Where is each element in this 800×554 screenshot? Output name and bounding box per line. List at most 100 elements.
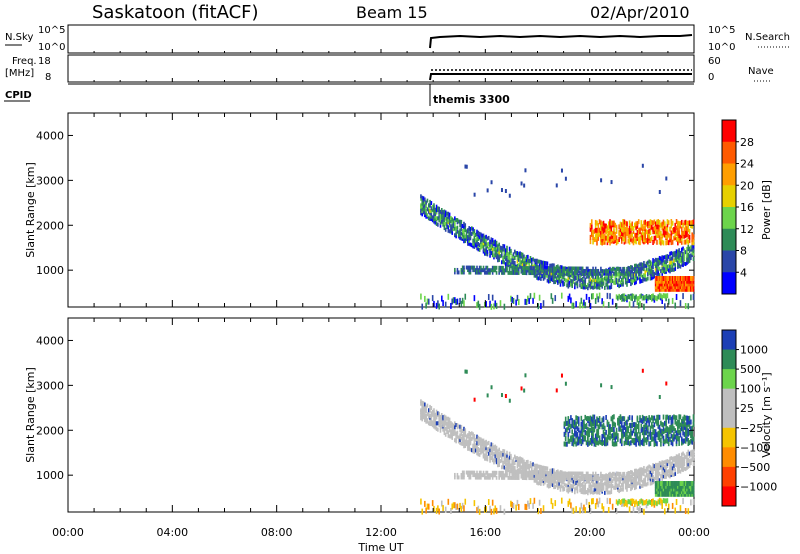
- power-cell: [590, 271, 593, 276]
- velocity-cell: [596, 479, 598, 484]
- velocity-cell: [613, 426, 615, 432]
- velocity-cell: [593, 422, 596, 428]
- power-cell: [667, 276, 670, 282]
- power-cell: [692, 278, 695, 284]
- velocity-cell: [619, 488, 622, 493]
- velocity-cell: [609, 476, 611, 481]
- power-cell: [560, 268, 563, 273]
- power-cell: [669, 237, 671, 243]
- velocity-cell: [656, 489, 658, 495]
- velocity-cell: [624, 432, 627, 438]
- velocity-cell: [667, 491, 670, 497]
- velocity-cell: [490, 508, 493, 515]
- velocity-cell: [597, 424, 600, 430]
- power-cell: [611, 274, 614, 279]
- velocity-cell: [662, 426, 665, 432]
- velocity-cell: [568, 485, 571, 490]
- velocity-cell: [589, 427, 592, 433]
- power-cell: [620, 231, 623, 237]
- power-cell: [679, 278, 682, 284]
- velocity-cell: [650, 422, 653, 428]
- power-colorbar-label: Power [dB]: [760, 180, 773, 240]
- velocity-cell: [648, 464, 650, 469]
- velocity-cell: [626, 426, 628, 432]
- velocity-cell: [583, 487, 585, 492]
- velocity-cell: [421, 409, 424, 414]
- velocity-cell: [460, 475, 463, 480]
- power-cell: [645, 221, 648, 227]
- power-cell: [442, 222, 444, 227]
- velocity-cell: [627, 440, 630, 446]
- velocity-cell: [660, 474, 662, 479]
- velocity-cell: [680, 452, 683, 457]
- power-cell: [619, 266, 622, 271]
- velocity-cell: [564, 416, 567, 422]
- power-cell: [641, 233, 644, 239]
- velocity-cell: [576, 481, 579, 486]
- power-cell: [662, 269, 665, 274]
- power-cell: [529, 268, 532, 273]
- velocity-cell: [657, 419, 660, 425]
- velocity-cell: [614, 441, 617, 447]
- power-cell: [494, 268, 497, 273]
- nave-label: Nave: [748, 66, 774, 77]
- velocity-cell: [606, 482, 609, 487]
- velocity-cell: [465, 434, 468, 439]
- velocity-cell: [645, 466, 648, 471]
- velocity-cell: [587, 476, 589, 481]
- velocity-cell: [626, 484, 628, 489]
- velocity-cell: [521, 457, 524, 462]
- power-cell: [510, 250, 512, 255]
- power-cell: [683, 278, 686, 284]
- power-cell: [653, 219, 656, 225]
- velocity-cell: [576, 432, 579, 438]
- power-cell: [665, 264, 667, 269]
- velocity-cell: [555, 476, 558, 481]
- velocity-cell: [487, 473, 490, 478]
- power-cell: [670, 278, 673, 284]
- velocity-cell: [660, 498, 662, 504]
- power-cell: [467, 241, 469, 246]
- power-cell: [667, 286, 670, 292]
- velocity-cell: [557, 484, 559, 489]
- velocity-cell: [487, 440, 490, 445]
- velocity-cell: [459, 440, 461, 445]
- velocity-cell: [618, 421, 620, 427]
- velocity-cell: [617, 477, 619, 482]
- power-cell: [613, 234, 615, 240]
- velocity-cell: [448, 426, 451, 431]
- power-cell: [615, 269, 618, 274]
- velocity-cell: [554, 500, 557, 507]
- velocity-cell: [649, 465, 652, 470]
- velocity-cell: [502, 463, 504, 468]
- velocity-cell: [658, 481, 661, 487]
- power-cell: [576, 279, 579, 284]
- velocity-cell: [568, 498, 571, 505]
- power-cell: [559, 268, 562, 273]
- power-cell: [495, 265, 498, 270]
- power-cell: [482, 244, 485, 249]
- velocity-cell: [450, 507, 452, 514]
- power-cell: [606, 292, 609, 299]
- power-cell: [469, 270, 472, 275]
- power-cell: [613, 236, 615, 242]
- power-cell: [485, 241, 487, 246]
- velocity-cell: [614, 422, 617, 428]
- power-cell: [553, 280, 555, 285]
- velocity-cell: [592, 430, 594, 436]
- velocity-cell: [678, 423, 680, 429]
- power-cell: [538, 266, 541, 271]
- power-cell: [519, 257, 521, 262]
- velocity-cell: [577, 471, 580, 476]
- power-cell: [566, 278, 568, 283]
- power-cell: [682, 276, 684, 282]
- velocity-cell: [671, 437, 674, 443]
- velocity-cell: [486, 393, 489, 398]
- velocity-cell: [627, 426, 630, 432]
- velocity-cell: [674, 507, 677, 514]
- power-cell: [537, 276, 540, 281]
- velocity-cell: [584, 474, 587, 479]
- power-cell: [609, 219, 611, 225]
- power-cell: [511, 270, 514, 275]
- power-cell: [463, 227, 465, 232]
